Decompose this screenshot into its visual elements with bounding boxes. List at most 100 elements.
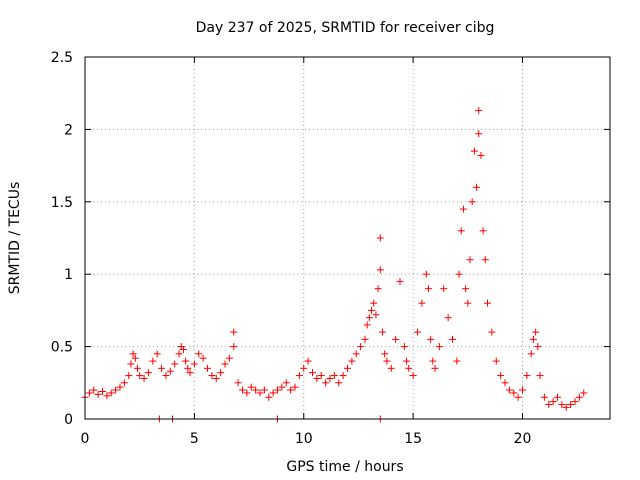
data-point (488, 328, 496, 336)
data-point (171, 360, 179, 368)
data-point (322, 379, 330, 387)
data-point (182, 357, 190, 365)
y-tick-label: 0.5 (51, 340, 73, 356)
data-point (127, 360, 135, 368)
y-axis-label: SRMTID / TECUs (7, 182, 23, 295)
x-tick-label: 20 (514, 431, 532, 447)
data-point (304, 357, 312, 365)
data-point (409, 372, 417, 380)
data-point (523, 372, 531, 380)
data-point (422, 270, 430, 278)
data-point (269, 389, 277, 397)
data-point (129, 350, 137, 358)
data-point (400, 343, 408, 351)
data-point (85, 389, 93, 397)
y-tick-label: 1.5 (51, 195, 73, 211)
data-point (94, 390, 102, 398)
x-tick-label: 0 (81, 431, 90, 447)
data-point (300, 364, 308, 372)
data-point (374, 285, 382, 293)
data-point (357, 343, 365, 351)
data-point (435, 343, 443, 351)
data-point (403, 357, 411, 365)
data-point (536, 372, 544, 380)
data-point (444, 314, 452, 322)
data-point (575, 393, 583, 401)
data-point (381, 350, 389, 358)
data-point (562, 403, 570, 411)
data-point (136, 372, 144, 380)
data-point (234, 379, 242, 387)
data-point (144, 369, 152, 377)
data-point (344, 364, 351, 372)
data-point (376, 234, 384, 242)
data-point (387, 364, 395, 372)
data-point (217, 369, 225, 377)
x-tick-label: 5 (190, 431, 199, 447)
data-point (153, 350, 161, 358)
data-point (335, 379, 343, 387)
data-point (131, 354, 139, 362)
data-point (352, 350, 360, 358)
data-point (479, 227, 487, 235)
data-point (497, 372, 505, 380)
data-point (107, 389, 115, 397)
data-point (225, 354, 233, 362)
data-point (492, 357, 500, 365)
data-point (464, 299, 472, 307)
data-point (363, 321, 371, 329)
data-point (424, 285, 432, 293)
data-point (99, 387, 106, 395)
data-point (440, 285, 448, 293)
data-point (462, 285, 470, 293)
data-point (392, 335, 400, 343)
data-point (558, 401, 566, 409)
data-point (361, 335, 369, 343)
y-tick-labels: 0 0.5 1 1.5 2 2.5 (51, 50, 73, 428)
data-point (212, 374, 220, 382)
data-point (179, 345, 187, 353)
data-point (149, 357, 157, 365)
data-point (274, 386, 281, 394)
data-point (470, 147, 478, 155)
data-point (505, 386, 513, 394)
data-point (265, 393, 273, 401)
data-point (532, 328, 540, 336)
data-point (527, 350, 535, 358)
data-point (459, 205, 467, 213)
data-point (571, 398, 579, 406)
data-point (282, 379, 290, 387)
data-point (457, 227, 465, 235)
data-point (247, 383, 255, 391)
data-point (162, 372, 170, 380)
data-point (475, 107, 483, 115)
data-point (230, 343, 238, 351)
data-point (330, 372, 338, 380)
data-point (427, 335, 435, 343)
data-point (230, 328, 238, 336)
data-point (418, 299, 426, 307)
data-point (125, 372, 133, 380)
y-tick-label: 1 (64, 267, 73, 283)
data-point (567, 401, 575, 409)
data-point (186, 369, 194, 377)
data-point (376, 266, 384, 274)
data-point (484, 299, 491, 307)
y-tick-label: 2.5 (51, 50, 73, 66)
data-point (134, 364, 141, 372)
data-point (348, 357, 356, 365)
data-point (554, 393, 561, 401)
data-point (431, 364, 439, 372)
data-point (514, 393, 522, 401)
data-point (453, 357, 461, 365)
data-point (540, 393, 548, 401)
data-point (239, 386, 246, 394)
data-point (120, 379, 128, 387)
data-point (379, 328, 386, 336)
data-point (475, 130, 483, 138)
data-point (317, 372, 325, 380)
data-point (501, 379, 509, 387)
data-point (455, 270, 463, 278)
data-point (396, 277, 404, 285)
data-point (414, 328, 421, 336)
